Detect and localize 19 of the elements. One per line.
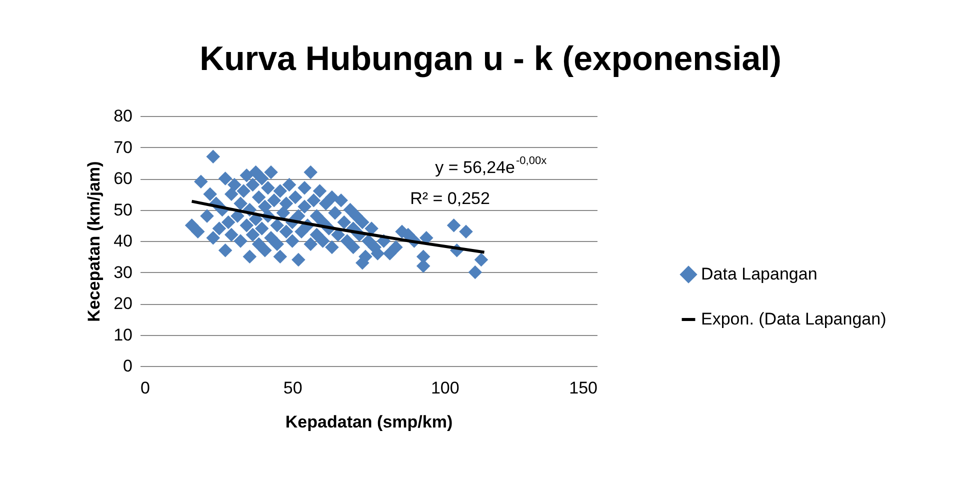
y-tick-label: 50: [114, 200, 132, 220]
y-tick-label: 40: [114, 232, 132, 250]
x-tick-label: 100: [430, 378, 460, 398]
x-tick-label: 50: [283, 378, 302, 398]
y-tick-label: 30: [114, 262, 132, 282]
y-tick-label: 20: [114, 294, 132, 313]
x-tick-label: 150: [569, 378, 598, 398]
y-tick-label: 80: [114, 106, 132, 126]
legend-label: Expon. (Data Lapangan): [701, 310, 886, 328]
y-tick-label: 60: [114, 169, 132, 188]
chart-title: Kurva Hubungan u - k (exponensial): [200, 40, 782, 78]
x-tick-label: 0: [140, 378, 150, 398]
y-tick-label: 70: [114, 138, 132, 157]
y-tick-label: 10: [114, 325, 132, 344]
y-axis-title: Kecepatan (km/jam): [84, 161, 104, 322]
y-tick-label: 0: [123, 356, 132, 376]
annotation: R² = 0,252: [410, 189, 490, 208]
x-axis-title: Kepadatan (smp/km): [285, 412, 453, 432]
legend-label: Data Lapangan: [701, 264, 818, 284]
